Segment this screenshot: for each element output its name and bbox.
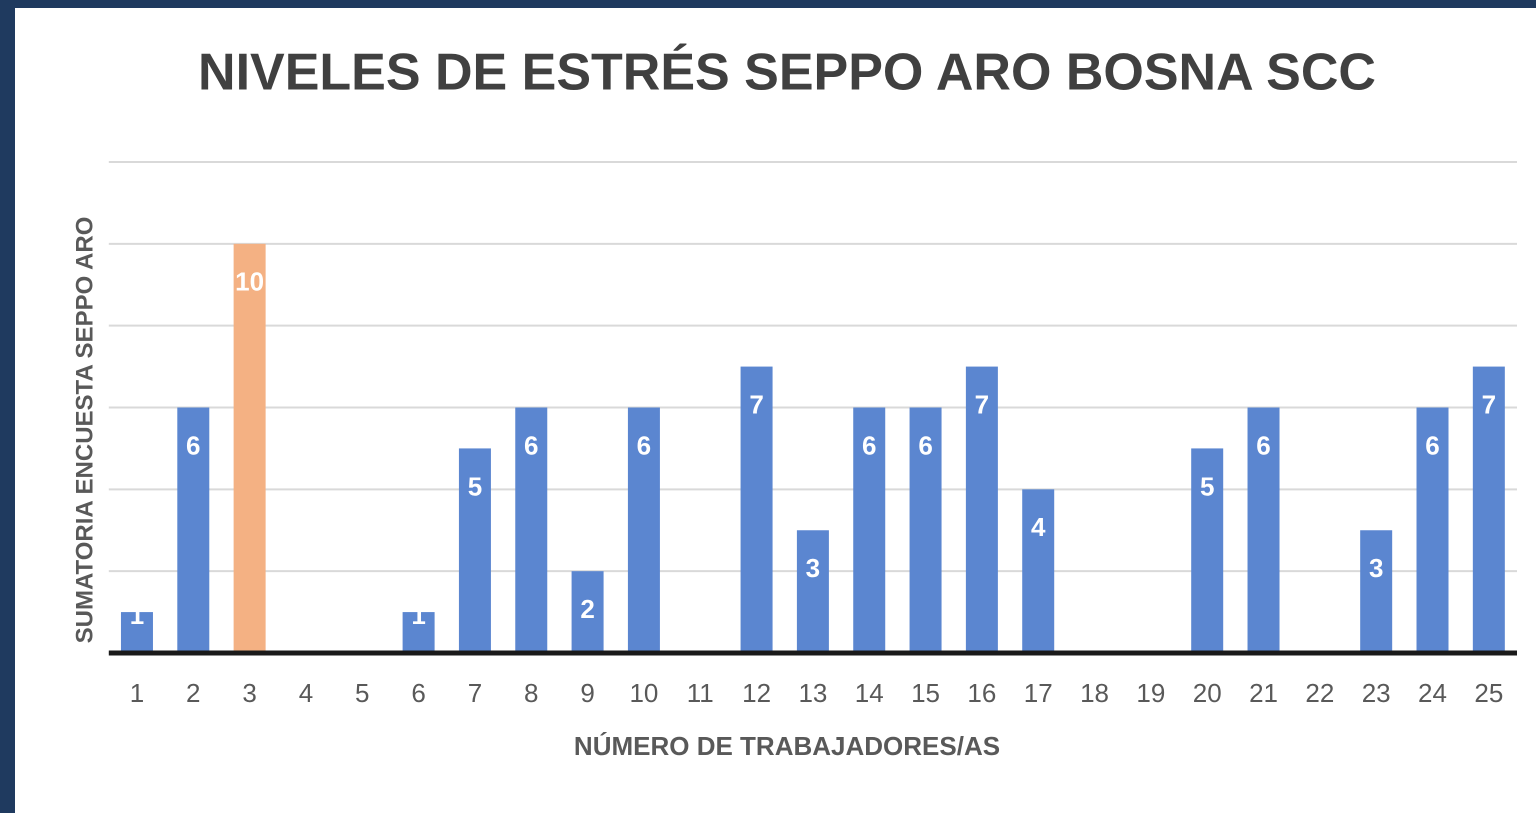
x-tick-label: 13 [798,678,827,708]
bar [233,243,266,654]
x-axis-label: NÚMERO DE TRABAJADORES/AS [574,731,1000,761]
x-tick-label: 3 [242,678,256,708]
data-label: 6 [186,430,200,460]
bar [515,407,548,653]
x-tick-label: 20 [1193,678,1222,708]
data-label: 3 [806,553,820,583]
chart-title: NIVELES DE ESTRÉS SEPPO ARO BOSNA SCC [198,44,1376,102]
x-tick-label: 15 [911,678,940,708]
data-label: 6 [918,430,932,460]
bar [909,407,942,653]
data-label: 4 [1031,512,1046,542]
data-label: 6 [1256,430,1270,460]
x-tick-label: 22 [1305,678,1334,708]
data-label: 7 [1482,389,1496,419]
data-label: 1 [130,600,144,630]
x-tick-label: 23 [1362,678,1391,708]
bar [965,366,998,653]
data-label: 2 [580,594,594,624]
x-tick-label: 11 [687,678,714,708]
bar [1022,489,1055,653]
data-label: 6 [862,430,876,460]
x-tick-label: 6 [411,678,425,708]
bar [1360,530,1393,653]
bar [177,407,210,653]
x-tick-label: 17 [1024,678,1053,708]
bar [740,366,773,653]
x-tick-label: 14 [855,678,884,708]
bar [1247,407,1280,653]
x-tick-label: 4 [299,678,313,708]
bar [1191,448,1224,653]
data-label: 10 [235,267,264,297]
x-tick-label: 10 [629,678,658,708]
x-tick-label: 16 [967,678,996,708]
data-label: 6 [1425,430,1439,460]
bar [458,448,491,653]
x-tick-label: 8 [524,678,538,708]
x-tick-label: 5 [355,678,369,708]
data-label: 6 [637,430,651,460]
data-label: 1 [411,600,425,630]
x-tick-label: 2 [186,678,200,708]
x-tick-label: 21 [1249,678,1278,708]
bar [1416,407,1449,653]
bar [853,407,886,653]
x-tick-label: 7 [468,678,482,708]
bar [402,612,435,653]
bar [120,612,153,653]
data-label: 6 [524,430,538,460]
bar [627,407,660,653]
data-label: 7 [975,389,989,419]
x-tick-label: 18 [1080,678,1109,708]
x-tick-label: 24 [1418,678,1447,708]
chart-panel [15,8,1536,813]
x-tick-label: 12 [742,678,771,708]
y-axis-label: SUMATORIA ENCUESTA SEPPO ARO [71,217,98,644]
bar [1472,366,1505,653]
data-label: 7 [749,389,763,419]
x-tick-label: 25 [1474,678,1503,708]
bar [796,530,829,653]
x-tick-label: 1 [130,678,144,708]
data-label: 5 [468,471,482,501]
bar [571,571,604,653]
data-label: 5 [1200,471,1214,501]
x-tick-label: 9 [580,678,594,708]
data-label: 3 [1369,553,1383,583]
x-tick-label: 19 [1136,678,1165,708]
